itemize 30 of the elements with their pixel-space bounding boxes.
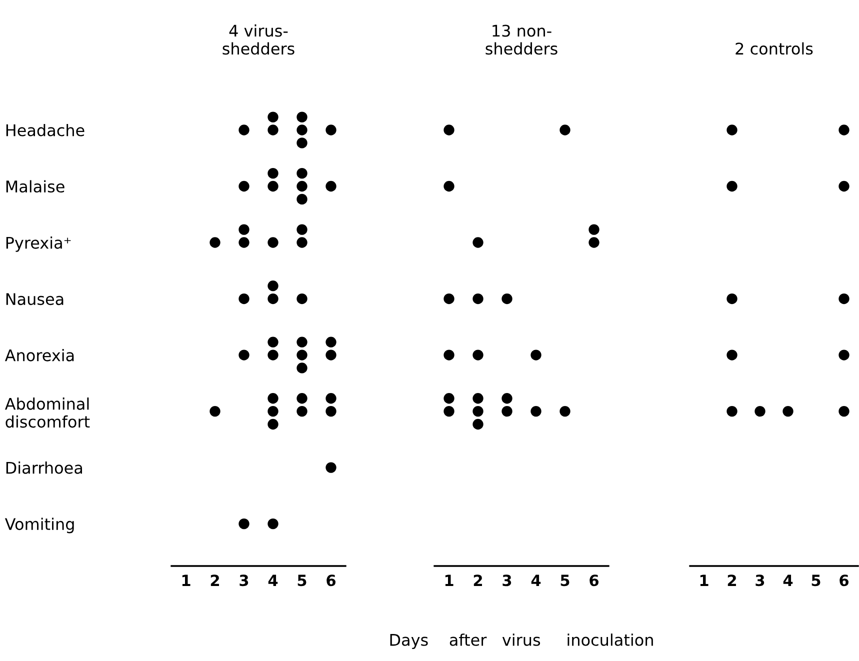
x-tick-label: 1 xyxy=(445,574,454,586)
y-tick-label: Anorexia xyxy=(4,348,74,362)
x-tick-label: 3 xyxy=(756,574,764,586)
y-tick-label: Abdominal discomfort xyxy=(4,397,90,428)
x-tick-label: 2 xyxy=(474,574,482,586)
x-tick-label: 1 xyxy=(182,574,190,586)
x-tick-label: 2 xyxy=(210,574,219,586)
chart-title: 2 controls xyxy=(736,42,813,55)
x-axis-title: Days after virus inoculation xyxy=(390,634,653,650)
x-tick-label: 5 xyxy=(298,574,306,586)
x-tick-label: 1 xyxy=(700,574,708,586)
x-tick-label: 5 xyxy=(812,574,820,586)
x-tick-label: 5 xyxy=(560,574,570,586)
x-tick-label: 6 xyxy=(590,574,598,586)
y-tick-label: Headache xyxy=(6,124,84,136)
y-tick-label: Diarrhoea xyxy=(6,461,82,474)
y-tick-label: Vomiting xyxy=(4,518,74,534)
y-tick-label: Nausea xyxy=(6,293,64,306)
chart-title: 4 virus- shedders xyxy=(222,24,294,55)
y-tick-label: Malaise xyxy=(6,180,64,193)
x-tick-label: 6 xyxy=(840,574,848,586)
x-tick-label: 3 xyxy=(240,574,248,586)
x-tick-label: 6 xyxy=(326,574,336,586)
x-tick-label: 2 xyxy=(728,574,736,586)
x-tick-label: 3 xyxy=(502,574,512,586)
x-tick-label: 4 xyxy=(531,574,541,586)
chart-title: 13 non- shedders xyxy=(486,24,558,55)
x-tick-label: 4 xyxy=(783,574,793,586)
y-tick-label: Pyrexia⁺ xyxy=(6,236,71,252)
x-tick-label: 4 xyxy=(268,574,278,586)
